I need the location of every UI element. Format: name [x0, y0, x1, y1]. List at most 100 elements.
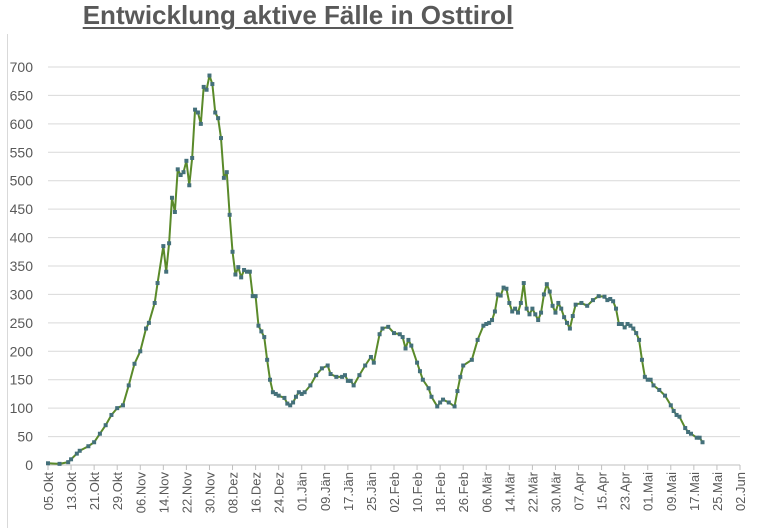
data-point [175, 167, 180, 172]
data-point [268, 377, 273, 382]
gridlines [48, 66, 740, 466]
data-point [637, 337, 642, 342]
data-point [207, 73, 212, 78]
data-point [74, 451, 79, 456]
data-point [602, 294, 607, 299]
data-point [590, 298, 595, 303]
data-point [256, 323, 261, 328]
data-point [46, 461, 50, 466]
data-point [109, 412, 114, 417]
data-point [259, 329, 264, 334]
y-tick-label: 600 [10, 116, 34, 132]
data-point [668, 403, 673, 408]
data-point [614, 306, 619, 311]
data-point [345, 378, 350, 383]
data-point [178, 173, 183, 178]
data-point [253, 294, 258, 299]
data-point [66, 460, 71, 465]
data-point [195, 110, 200, 115]
data-point [144, 326, 149, 331]
x-tick-label: 14.Nov [156, 472, 171, 514]
data-point [169, 195, 174, 200]
data-point [697, 435, 702, 440]
data-point [518, 300, 523, 305]
data-point [325, 363, 330, 368]
data-point [533, 312, 538, 317]
data-point [296, 390, 301, 395]
data-point [544, 282, 549, 287]
data-point [409, 343, 414, 348]
data-point [686, 430, 691, 435]
y-tick-label: 150 [10, 372, 34, 388]
data-point [446, 400, 451, 405]
data-point [348, 378, 353, 383]
data-point [265, 357, 270, 362]
x-tick-label: 23.Apr [618, 471, 633, 510]
x-tick-label: 05.Okt [41, 472, 56, 511]
data-point [86, 444, 91, 449]
data-point [239, 275, 244, 280]
data-point [663, 393, 668, 398]
data-point [270, 390, 275, 395]
data-point [530, 306, 535, 311]
x-tick-label: 06.Mär [479, 471, 494, 512]
data-point [510, 309, 515, 314]
y-tick-label: 250 [10, 315, 34, 331]
data-point [377, 332, 382, 337]
data-point [507, 300, 512, 305]
data-point [639, 357, 644, 362]
data-point [651, 383, 656, 388]
x-tick-label: 01.Mai [641, 472, 656, 511]
data-point [484, 321, 489, 326]
x-axis-ticks: 05.Okt 13.Okt 21.Okt 29.Okt 06.Nov 14.Nov 22.N… [41, 465, 748, 513]
y-axis-ticks: 0 50 100 150 200 250 300 350 400 450 500 550 600 650 7… [10, 59, 34, 473]
y-tick-label: 650 [10, 87, 34, 103]
data-point [357, 373, 362, 378]
data-point [302, 390, 307, 395]
data-point [291, 400, 296, 405]
data-point [683, 426, 688, 431]
x-tick-label: 30.Mär [548, 471, 563, 512]
data-point [648, 377, 653, 382]
data-point [513, 306, 518, 311]
data-point [631, 326, 636, 331]
x-tick-label: 22.Mär [525, 471, 540, 512]
data-point [515, 310, 520, 315]
data-point [628, 323, 633, 328]
data-point [429, 394, 434, 399]
data-point [475, 337, 480, 342]
data-point [314, 373, 319, 378]
data-point [138, 349, 143, 354]
data-point [132, 361, 137, 366]
x-tick-label: 17.Jän [341, 472, 356, 511]
data-point [250, 294, 255, 299]
data-point [126, 383, 131, 388]
data-point [386, 324, 391, 329]
data-point [146, 320, 151, 325]
x-tick-label: 08.Dez [226, 472, 241, 513]
data-point [495, 292, 500, 297]
data-point [677, 414, 682, 419]
data-point [288, 403, 293, 408]
data-point [193, 107, 198, 112]
y-tick-label: 550 [10, 144, 34, 160]
data-point [634, 331, 639, 336]
x-tick-label: 14.Mär [502, 471, 517, 512]
y-tick-label: 450 [10, 201, 34, 217]
data-point [688, 431, 693, 436]
data-point [596, 294, 601, 299]
data-point [441, 397, 446, 402]
data-point [501, 285, 506, 290]
data-point [469, 357, 474, 362]
data-point [69, 457, 74, 462]
x-tick-label: 16.Dez [249, 472, 264, 513]
chart-frame-edge [7, 34, 8, 528]
data-point [567, 326, 572, 331]
x-tick-label: 10.Feb [410, 472, 425, 512]
x-tick-label: 25.Jän [364, 472, 379, 511]
data-point [645, 377, 650, 382]
data-point [608, 296, 613, 301]
x-tick-label: 02.Feb [387, 472, 402, 512]
data-point [415, 360, 420, 365]
